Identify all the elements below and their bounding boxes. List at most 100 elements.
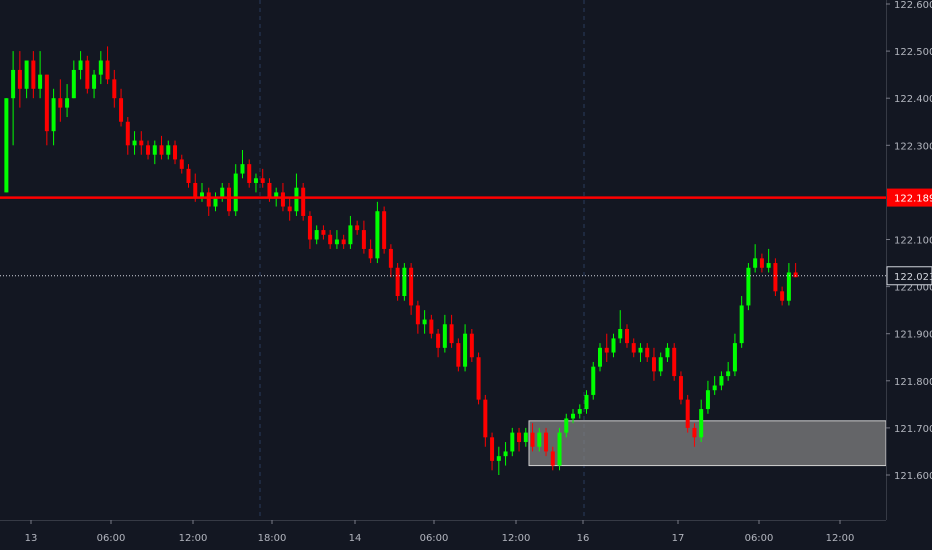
candle-body [496,456,501,461]
candle-body [213,197,218,207]
price-tick-label: 122.500 [894,47,932,58]
candle-body [321,230,326,235]
candle-body [577,409,582,414]
candle-body [260,178,265,183]
resistance-price-badge [887,188,932,207]
resistance-price-label: 122.189 [894,194,932,205]
support-zone-box [528,420,887,467]
candle-body [159,145,164,155]
candle-body [732,343,737,372]
candle-body [92,74,97,89]
candle-body [294,187,299,212]
price-tick-label: 122.300 [894,141,932,152]
candle-body [544,432,549,452]
candle-body [712,385,717,391]
price-tick-label: 121.900 [894,330,932,341]
candle-body [665,347,670,358]
candle-body [382,211,387,249]
candle-body [4,98,9,193]
candle-body [146,145,151,155]
candle-body [442,324,447,348]
candle-body [759,258,764,268]
candle-body [705,390,710,410]
candle-body [422,319,427,325]
candle-body [517,432,522,443]
time-tick-label: 12:00 [179,533,208,544]
candle-body [125,121,130,146]
candle-body [314,230,319,240]
candle-body [78,60,83,70]
candle-body [348,225,353,245]
candle-body [523,432,528,443]
candle-body [746,267,751,306]
candle-body [436,333,441,348]
candle-body [11,69,16,99]
candle-body [409,267,414,306]
candle-body [456,343,461,367]
candle-body [361,230,366,249]
time-tick-label: 12:00 [502,533,531,544]
candle-body [274,192,279,198]
price-tick-label: 122.100 [894,236,932,247]
candle-body [537,432,542,447]
candle-body [226,187,231,212]
price-tick-label: 122.400 [894,94,932,105]
candle-body [98,60,103,75]
candle-body [388,248,393,268]
time-axis[interactable]: 13 06:00 12:00 18:00 14 06:00 12:00 16 17 06:00 12… [25,520,855,544]
candle-body [591,366,596,395]
candle-body [152,145,157,155]
candle-body [651,357,656,372]
candle-body [402,267,407,297]
candle-body [355,225,360,231]
candle-body [301,187,306,216]
candle-body [571,413,576,419]
candle-body [739,305,744,344]
candle-body [780,291,785,301]
candle-body [233,173,238,212]
time-tick-label: 16 [577,533,590,544]
candle-body [334,239,339,245]
candle-body [611,338,616,353]
time-tick-label: 06:00 [745,533,774,544]
candle-body [618,328,623,339]
candle-body [341,239,346,245]
candle-body [645,347,650,358]
time-tick-label: 14 [349,533,362,544]
candle-body [483,399,488,438]
candle-body [658,357,663,372]
candle-body [368,248,373,259]
candle-body [307,215,312,240]
candle-body [557,432,562,466]
candle-body [786,272,791,301]
candle-body [395,267,400,297]
price-tick-label: 121.700 [894,424,932,435]
candle-body [112,79,117,99]
support-zone [528,420,887,467]
candle-body [31,60,36,89]
last-price-label: 122.023 [894,272,932,283]
candle-body [766,263,771,268]
candle-body [598,347,602,367]
candle-body [200,192,204,198]
candle-body [503,451,508,457]
candle-body [287,206,292,212]
candle-body [753,258,758,268]
candle-body [530,432,535,447]
candle-body [638,347,643,353]
candle-body [132,140,137,146]
candle-body [624,328,629,344]
price-axis[interactable]: 122.600 122.500 122.400 122.300 122.100 122.0… [886,0,932,482]
candle-body [328,234,333,245]
candle-body [51,98,56,132]
candle-body [726,371,731,377]
candle-body [685,399,690,428]
candle-body [564,418,569,433]
candle-body [206,192,211,207]
candle-body [699,409,704,438]
candle-body [449,324,454,344]
time-tick-label: 06:00 [420,533,449,544]
candle-body [267,182,272,198]
candle-body [166,145,171,155]
